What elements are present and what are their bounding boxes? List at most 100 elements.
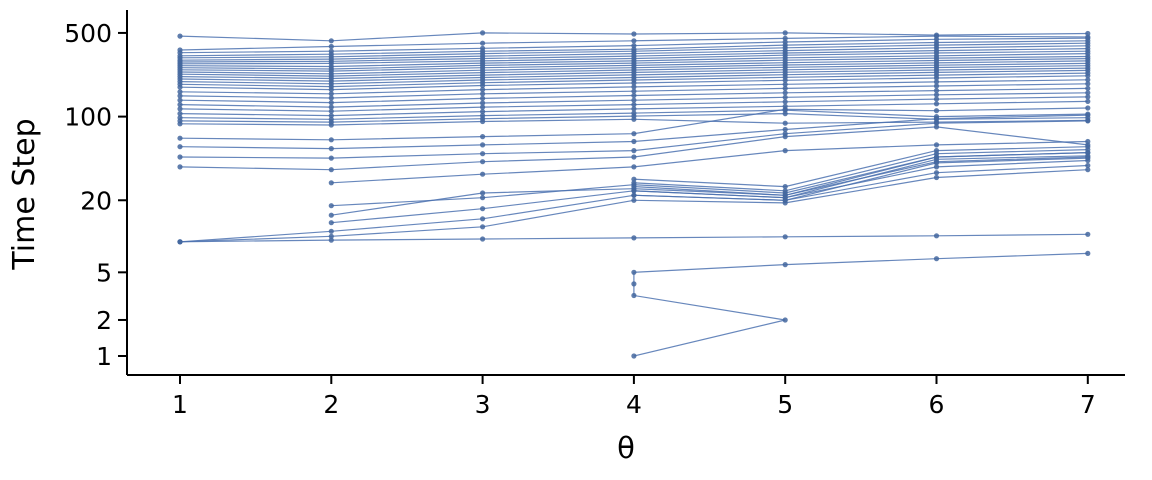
data-point [177,97,183,103]
data-point [631,148,637,154]
trajectory-line [331,140,1088,184]
data-point [328,233,334,239]
data-point [480,224,486,230]
data-point [177,93,183,99]
y-tick-label: 1 [96,342,112,371]
data-point [480,95,486,101]
data-point [177,33,183,39]
data-point [1085,250,1091,256]
data-point [631,106,637,112]
data-point [177,239,183,245]
data-point [328,228,334,234]
data-point [933,116,940,122]
x-tick-label: 4 [626,390,642,419]
data-point [480,91,486,97]
data-point [177,84,183,90]
data-point [480,216,486,222]
data-point [1085,73,1091,79]
data-point [177,144,183,150]
y-tick-label: 2 [96,306,112,335]
data-point [328,122,334,128]
data-point [631,84,637,90]
x-tick-label: 3 [475,390,491,419]
data-point [1085,231,1091,237]
data-point [782,317,788,323]
data-point [631,292,637,299]
data-point [631,138,637,145]
data-point [933,92,940,98]
data-point [328,180,334,186]
x-tick-label: 7 [1080,390,1096,419]
data-point [328,91,334,97]
data-point [480,100,486,106]
data-point [631,188,637,194]
data-point [480,118,486,125]
data-point [480,236,486,242]
data-point [782,94,788,100]
data-point [782,197,788,203]
data-point [480,206,486,212]
data-point [1085,112,1091,118]
data-point [1085,162,1091,169]
x-tick-label: 1 [172,390,188,419]
x-tick-label: 6 [929,390,945,419]
y-tick-label: 100 [64,103,112,132]
y-tick-label: 20 [80,186,112,215]
data-point [782,111,788,117]
data-point [1085,81,1091,87]
data-point [933,164,940,170]
data-point [480,30,486,36]
y-tick-label: 5 [96,258,112,287]
data-point [631,31,637,37]
data-point [933,170,940,176]
axes: 1 2 3 4 5 6 7 1 2 5 20 100 500 [64,10,1125,419]
data-point [1085,118,1091,124]
data-point [328,203,334,209]
data-point [631,353,637,359]
trajectory-line [633,149,1088,192]
trajectory-line [633,146,1088,188]
data-point [933,142,940,148]
data-point [782,184,788,190]
data-point [631,192,637,198]
data-point [782,85,788,91]
data-point [933,108,940,114]
data-point [328,212,334,218]
data-point [328,95,334,101]
data-point [933,79,940,85]
data-point [631,43,637,49]
data-point [480,109,486,115]
x-tick-label: 2 [323,390,339,419]
data-point [328,113,334,119]
data-point [631,164,637,170]
data-point [631,80,637,86]
data-point [933,83,940,89]
data-point [631,97,637,103]
data-point [328,167,334,173]
data-point [782,30,788,36]
data-point [631,116,637,122]
data-point [328,108,334,114]
data-point [480,195,486,201]
data-point [328,100,334,106]
data-point [1085,155,1091,161]
trajectory-line [633,252,1088,357]
data-point [782,262,788,268]
data-point [1085,98,1091,104]
data-point [177,121,183,127]
data-point [933,101,940,107]
data-point [782,148,788,154]
data-point [480,82,486,89]
series-group [177,30,1091,359]
data-point [782,35,788,42]
data-point [631,88,637,94]
data-point [480,40,486,46]
data-point [631,92,637,99]
data-point [631,269,637,275]
data-point [631,102,637,108]
trajectory-line [331,156,1088,216]
data-point [782,106,788,112]
data-point [177,164,183,170]
trajectory-line [633,157,1088,201]
data-point [933,256,940,262]
